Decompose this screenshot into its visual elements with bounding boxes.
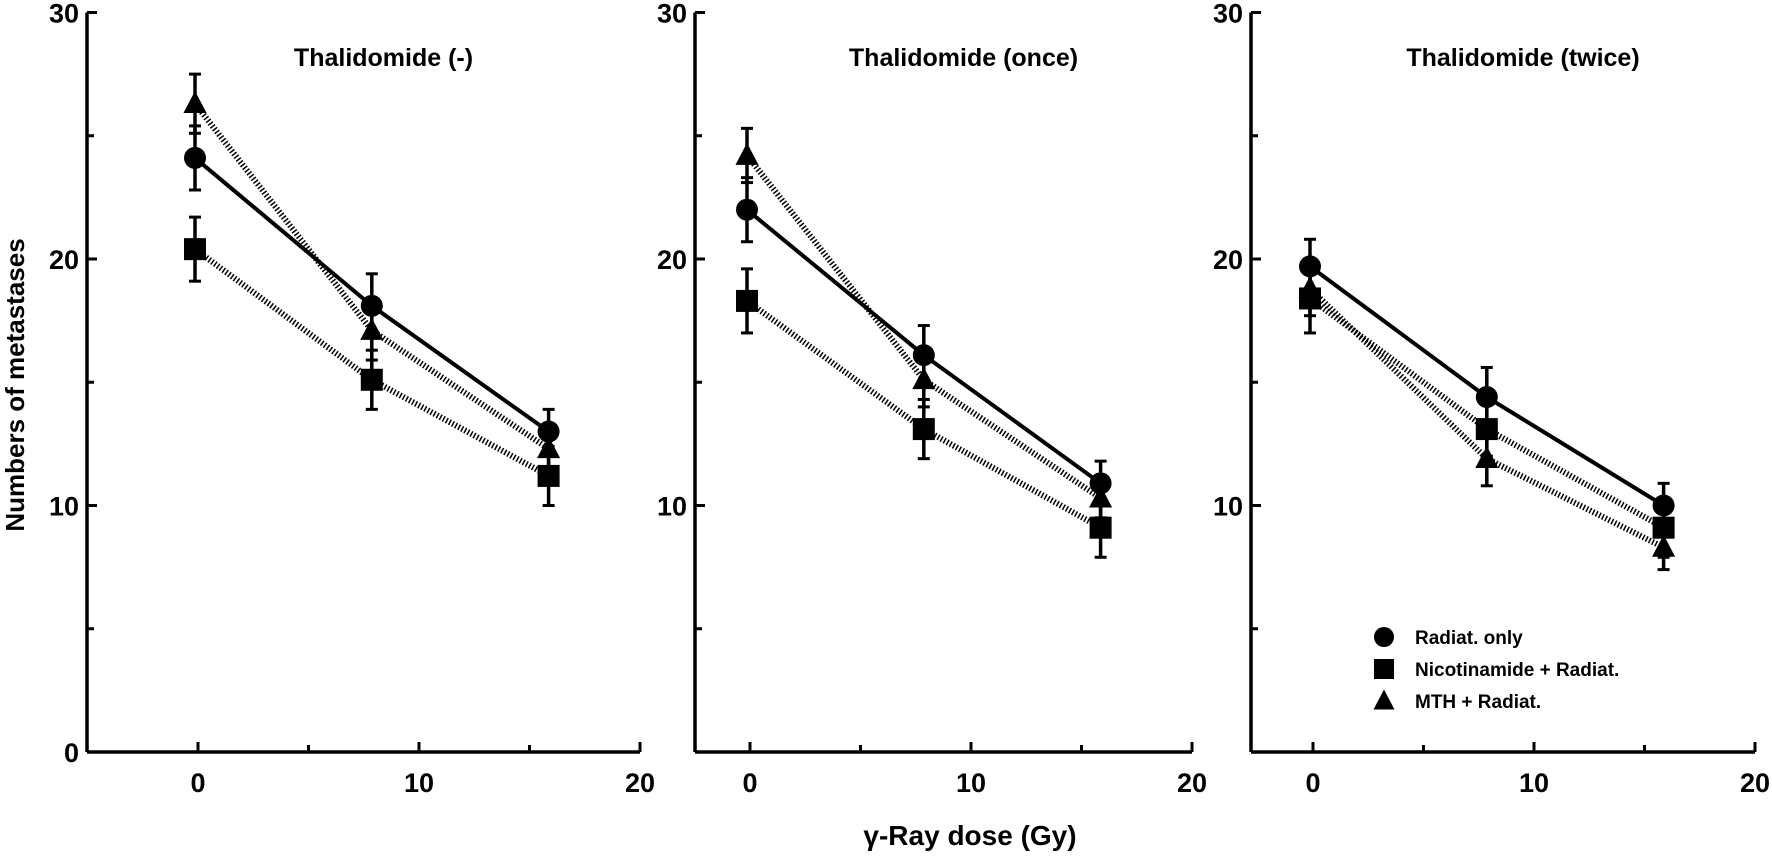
data-point-square — [360, 368, 383, 391]
data-point-circle — [184, 146, 206, 169]
y-tick-label: 10 — [657, 492, 687, 522]
data-point-triangle — [537, 436, 561, 459]
data-point-square — [1475, 418, 1498, 441]
series-triangle — [183, 72, 561, 471]
series-line — [193, 246, 551, 479]
data-point-triangle — [360, 317, 384, 340]
data-point-square — [184, 238, 206, 261]
panel-title: Thalidomide (-) — [294, 44, 473, 72]
x-tick-label: 0 — [190, 768, 205, 798]
y-tick-label: 0 — [64, 738, 79, 768]
y-tick-label: 10 — [1213, 492, 1243, 522]
legend-marker-circle-icon — [1374, 627, 1394, 647]
panel-title: Thalidomide (twice) — [1406, 44, 1639, 72]
y-tick-label: 20 — [49, 245, 79, 275]
x-tick-label: 10 — [1519, 768, 1549, 798]
x-tick-label: 20 — [1740, 768, 1770, 798]
y-tick-label: 10 — [49, 492, 79, 522]
y-tick-label: 30 — [49, 0, 79, 29]
x-axis-label: γ-Ray dose (Gy) — [863, 820, 1076, 851]
panel-title: Thalidomide (once) — [849, 44, 1078, 72]
y-tick-label: 30 — [657, 0, 687, 29]
series-line — [744, 153, 1103, 501]
legend-label: Radiat. only — [1415, 628, 1523, 649]
y-tick-label: 20 — [657, 245, 687, 275]
panel-1: 0 10 20 30 0 10 20 Thalidomide (-) — [49, 0, 655, 798]
x-tick-label: 10 — [404, 768, 434, 798]
legend-label: MTH + Radiat. — [1415, 692, 1541, 713]
data-point-square — [1089, 516, 1112, 539]
x-tick-label: 0 — [1305, 768, 1320, 798]
legend-marker-square-icon — [1374, 659, 1394, 679]
data-point-triangle — [1475, 446, 1499, 469]
x-tick-label: 10 — [956, 768, 986, 798]
data-point-triangle — [183, 91, 207, 114]
legend-marker-triangle-icon — [1373, 689, 1395, 710]
x-tick-label: 20 — [1177, 768, 1207, 798]
data-point-triangle — [735, 142, 759, 165]
data-point-triangle — [1298, 275, 1322, 298]
data-point-triangle — [1089, 485, 1113, 508]
data-point-triangle — [912, 367, 936, 390]
series-square — [736, 267, 1112, 559]
data-point-triangle — [1652, 534, 1676, 557]
y-tick-label: 20 — [1213, 245, 1243, 275]
y-tick-label: 30 — [1213, 0, 1243, 29]
data-point-circle — [736, 198, 758, 221]
data-point-square — [736, 289, 758, 312]
series-triangle — [1298, 259, 1676, 572]
x-tick-label: 20 — [625, 768, 655, 798]
y-axis-label: Numbers of metastases — [0, 238, 30, 531]
series-square — [1299, 262, 1675, 559]
data-point-square — [912, 418, 935, 441]
panel-3: 10 20 30 0 10 20 Thalidomide (twice) — [1213, 0, 1770, 798]
legend: Radiat. only Nicotinamide + Radiat. MTH + … — [1373, 627, 1619, 713]
x-tick-label: 0 — [742, 768, 757, 798]
panel-2: 10 20 30 0 10 20 Thalidomide (once) — [657, 0, 1207, 798]
legend-label: Nicotinamide + Radiat. — [1415, 660, 1619, 681]
series-triangle — [735, 126, 1113, 520]
data-point-square — [537, 464, 560, 487]
series-line — [1308, 296, 1666, 531]
